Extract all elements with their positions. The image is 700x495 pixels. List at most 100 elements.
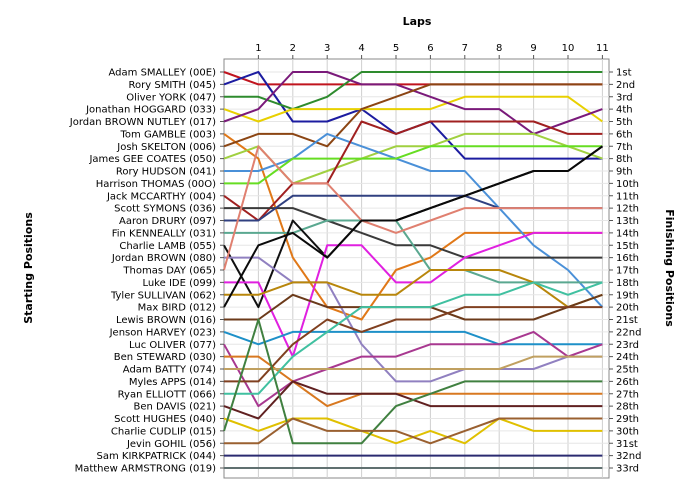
finishing-label-16: 16th: [616, 253, 639, 264]
starting-label-32: Sam KIRKPATRICK (044): [97, 451, 217, 462]
series-line-11: [223, 120, 603, 222]
starting-label-20: Max BIRD (012): [138, 303, 216, 314]
starting-label-26: Myles APPS (014): [129, 377, 216, 388]
series-line-27: [224, 281, 603, 395]
starting-label-24: Ben STEWARD (030): [114, 352, 216, 363]
starting-label-1: Adam SMALLEY (00E): [109, 68, 217, 79]
starting-label-13: Aaron DRURY (097): [119, 216, 216, 227]
series-line-20: [223, 145, 603, 308]
finishing-label-20: 20th: [616, 303, 639, 314]
series-line-19: [224, 269, 603, 309]
finishing-label-33: 33rd: [616, 464, 639, 475]
finishing-label-29: 29th: [616, 414, 639, 425]
finishing-label-4: 4th: [616, 105, 633, 116]
series-line-16: [224, 256, 603, 383]
starting-label-11: Jack MCCARTHY (004): [106, 191, 216, 202]
starting-label-8: James GEE COATES (050): [88, 154, 216, 165]
lap-tick-label-9: 9: [530, 43, 536, 54]
starting-label-22: Jenson HARVEY (023): [109, 327, 216, 338]
lap-tick-label-8: 8: [496, 43, 502, 54]
series-line-4: [223, 95, 603, 123]
starting-label-28: Ben DAVIS (021): [134, 402, 217, 413]
finishing-label-15: 15th: [616, 241, 639, 252]
finishing-label-18: 18th: [616, 278, 639, 289]
starting-label-31: Jevin GOHIL (056): [126, 439, 216, 450]
finishing-label-2: 2nd: [616, 80, 635, 91]
starting-label-9: Rory HUDSON (041): [116, 167, 216, 178]
finishing-label-13: 13th: [616, 216, 639, 227]
lap-tick-label-1: 1: [255, 43, 261, 54]
lap-tick-label-3: 3: [324, 43, 330, 54]
lap-tick-label-6: 6: [427, 43, 433, 54]
finishing-label-30: 30th: [616, 426, 639, 437]
finishing-labels: 1st2nd3rd4th5th6th7th8th9th10th11th12th1…: [609, 68, 641, 475]
starting-label-25: Adam BATTY (074): [123, 365, 216, 376]
finishing-label-11: 11th: [616, 191, 639, 202]
finishing-label-19: 19th: [616, 290, 639, 301]
series-line-23: [223, 330, 603, 408]
starting-label-21: Lewis BROWN (016): [116, 315, 216, 326]
starting-label-16: Jordan BROWN (080): [111, 253, 216, 264]
starting-label-33: Matthew ARMSTRONG (019): [75, 464, 217, 475]
starting-label-15: Charlie LAMB (055): [119, 241, 216, 252]
starting-label-4: Jonathan HOGGARD (033): [85, 105, 216, 116]
lap-tick-label-4: 4: [358, 43, 364, 54]
finishing-label-27: 27th: [616, 389, 639, 400]
series-line-25: [224, 355, 603, 370]
finishing-label-23: 23rd: [616, 340, 639, 351]
series-line-26: [224, 306, 603, 383]
starting-labels: Adam SMALLEY (00E)Rory SMITH (045)Oliver…: [69, 68, 224, 475]
starting-label-7: Josh SKELTON (006): [116, 142, 216, 153]
starting-label-17: Thomas DAY (065): [122, 266, 216, 277]
finishing-label-26: 26th: [616, 377, 639, 388]
starting-label-29: Scott HUGHES (040): [114, 414, 216, 425]
lap-tick-label-5: 5: [393, 43, 399, 54]
finishing-label-5: 5th: [616, 117, 633, 128]
starting-label-2: Rory SMITH (045): [129, 80, 217, 91]
lap-tick-label-10: 10: [562, 43, 575, 54]
finishing-label-25: 25th: [616, 365, 639, 376]
series-line-22: [223, 330, 603, 346]
finishing-label-1: 1st: [616, 68, 632, 79]
y-axis-title-right: Finishing Positions: [663, 209, 676, 327]
series-line-3: [224, 71, 603, 111]
starting-label-6: Tom GAMBLE (003): [120, 129, 217, 140]
finishing-label-31: 31st: [616, 439, 638, 450]
series-line-10: [224, 145, 603, 185]
finishing-label-3: 3rd: [616, 92, 633, 103]
series-lines: [223, 71, 604, 469]
series-line-17: [223, 145, 603, 271]
series-line-9: [224, 132, 604, 308]
starting-label-10: Harrison THOMAS (00O): [96, 179, 216, 190]
finishing-label-6: 6th: [616, 129, 633, 140]
starting-label-19: Tyler SULLIVAN (062): [110, 290, 216, 301]
lap-axis: 1 2 3 4 5 6 7 8 9 10 11: [255, 43, 609, 59]
y-axis-title-left: Starting Positions: [22, 212, 35, 324]
x-axis-title: Laps: [403, 15, 432, 28]
series-line-24: [224, 355, 603, 408]
finishing-label-24: 24th: [616, 352, 639, 363]
starting-label-23: Luc OLIVER (077): [129, 340, 216, 351]
finishing-label-17: 17th: [616, 266, 639, 277]
finishing-label-7: 7th: [616, 142, 633, 153]
finishing-label-12: 12th: [616, 204, 639, 215]
starting-label-14: Fin KENNEALLY (031): [112, 228, 216, 239]
finishing-label-9: 9th: [616, 167, 633, 178]
starting-label-30: Charlie CUDLIP (015): [111, 426, 216, 437]
starting-label-27: Ryan ELLIOTT (066): [118, 389, 216, 400]
finishing-label-10: 10th: [616, 179, 639, 190]
starting-label-18: Luke IDE (099): [142, 278, 216, 289]
starting-label-5: Jordan BROWN NUTLEY (017): [69, 117, 216, 128]
finishing-label-22: 22nd: [616, 327, 641, 338]
lap-tick-label-2: 2: [290, 43, 296, 54]
starting-label-3: Oliver YORK (047): [126, 92, 216, 103]
starting-label-12: Scott SYMONS (036): [114, 204, 216, 215]
series-line-31: [224, 417, 603, 445]
finishing-label-8: 8th: [616, 154, 633, 165]
series-line-7: [223, 83, 603, 148]
finishing-label-28: 28th: [616, 402, 639, 413]
finishing-label-14: 14th: [616, 228, 639, 239]
finishing-label-32: 32nd: [616, 451, 641, 462]
lap-tick-label-7: 7: [462, 43, 468, 54]
